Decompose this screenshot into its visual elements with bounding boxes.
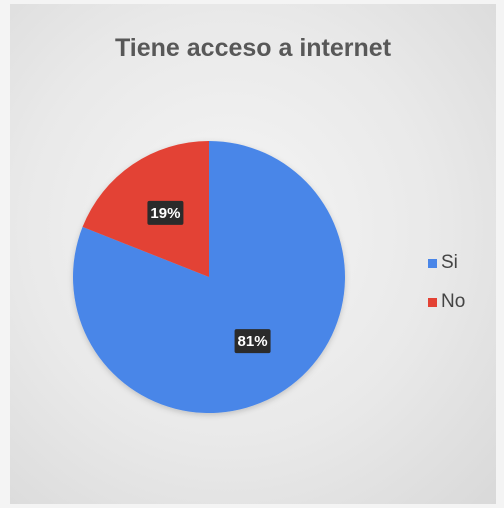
legend-swatch-si: [428, 258, 437, 268]
legend-item-si: Si: [428, 252, 458, 274]
data-label-text: 81%: [238, 333, 268, 350]
chart-title: Tiene acceso a internet: [114, 34, 392, 62]
legend-label-no: No: [441, 291, 466, 312]
legend-label-si: Si: [441, 252, 458, 273]
pie-slice-no: [82, 141, 209, 277]
data-label-no: 19%: [147, 200, 184, 225]
legend-swatch-no: [428, 297, 437, 307]
data-label-box: [147, 200, 184, 225]
data-label-si: 81%: [234, 329, 271, 354]
legend-item-no: No: [428, 291, 465, 313]
chart-area: Tiene acceso a internet 81% 19% Si No: [10, 4, 496, 504]
data-label-box: [234, 329, 271, 354]
data-label-text: 19%: [150, 205, 180, 222]
pie-chart: 81% 19%: [73, 141, 345, 413]
